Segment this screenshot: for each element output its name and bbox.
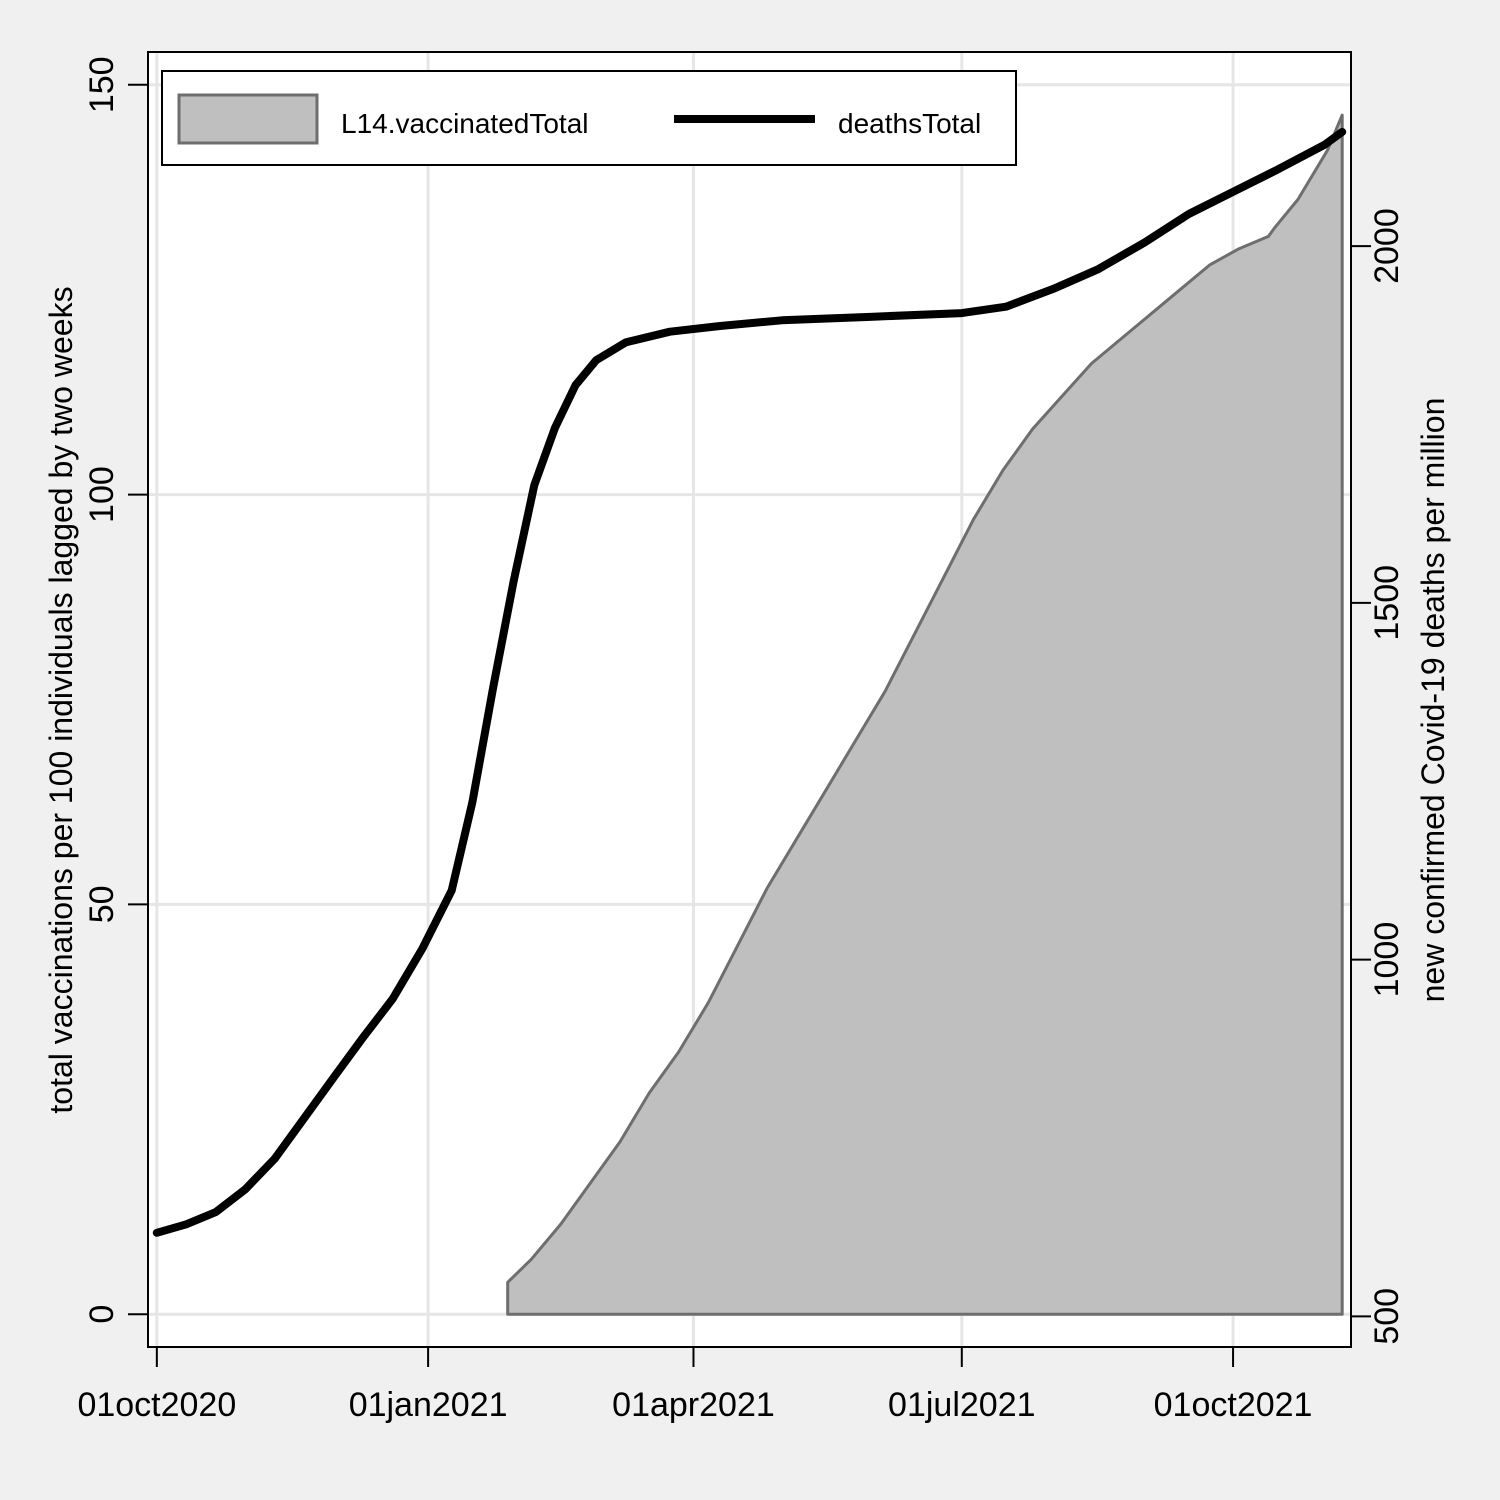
right-axis-title: new confirmed Covid-19 deaths per millio… — [1415, 398, 1451, 1003]
left-axis-title: total vaccinations per 100 individuals l… — [43, 286, 79, 1113]
legend-swatch-area — [177, 93, 319, 145]
y-right-tick-label-1: 1000 — [1368, 922, 1406, 998]
series-area-0 — [506, 113, 1344, 1316]
x-tick-label-4: 01oct2021 — [1154, 1386, 1313, 1424]
x-tick-label-3: 01jul2021 — [888, 1386, 1035, 1424]
series-line-1 — [152, 127, 1347, 1237]
x-tick-label-0: 01oct2020 — [77, 1386, 236, 1424]
y-right-tick-label-0: 500 — [1368, 1288, 1406, 1345]
y-left-tick-label-3: 150 — [83, 56, 121, 113]
legend: L14.vaccinatedTotal deathsTotal — [161, 70, 1017, 166]
y-left-tick-label-2: 100 — [83, 466, 121, 523]
legend-label-line: deathsTotal — [838, 108, 981, 139]
axes: 01oct2020 01jan2021 01apr2021 01jul2021 01oc… — [77, 56, 1406, 1424]
y-left-tick-label-0: 0 — [83, 1305, 121, 1324]
series-layer — [152, 113, 1347, 1316]
x-tick-label-1: 01jan2021 — [349, 1386, 508, 1424]
y-right-tick-label-3: 2000 — [1368, 208, 1406, 284]
plot-frame — [147, 51, 1352, 1348]
legend-label-area: L14.vaccinatedTotal — [341, 108, 589, 139]
x-tick-label-2: 01apr2021 — [612, 1386, 775, 1424]
y-right-tick-label-2: 1500 — [1368, 565, 1406, 641]
y-left-tick-label-1: 50 — [83, 885, 121, 923]
